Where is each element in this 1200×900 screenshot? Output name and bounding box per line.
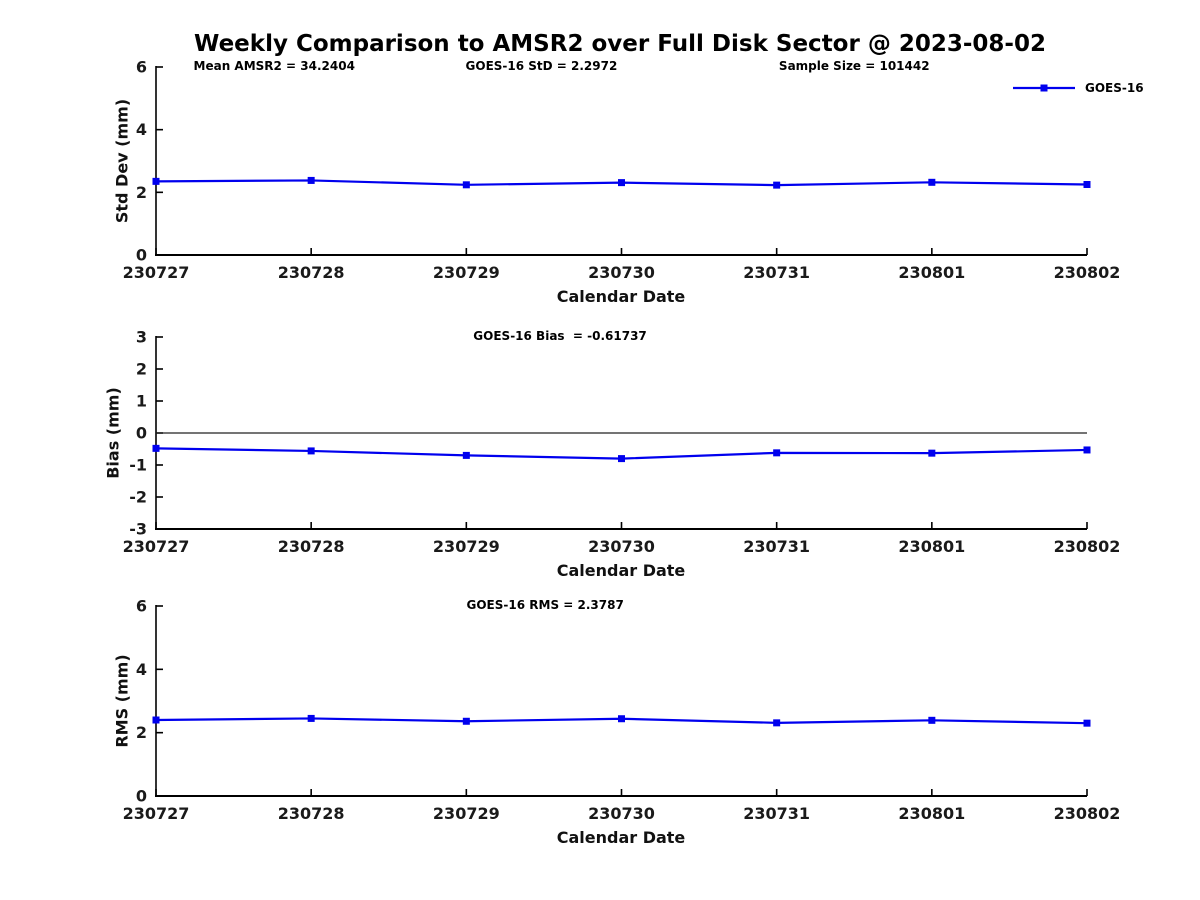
x-tick-label: 230729 [433, 804, 500, 823]
x-tick-label: 230730 [588, 537, 655, 556]
figure-title: Weekly Comparison to AMSR2 over Full Dis… [194, 31, 1046, 57]
x-tick-label: 230731 [743, 263, 810, 282]
y-tick-label: -2 [129, 488, 147, 507]
data-point-marker [152, 177, 160, 185]
xlabel-calendar-date-middle: Calendar Date [556, 561, 686, 580]
ylabel-std-dev: Std Dev (mm) [112, 98, 132, 224]
data-point-marker [618, 715, 625, 723]
data-point-marker [618, 179, 625, 187]
data-point-marker [152, 444, 160, 452]
legend: GOES-16 [1012, 81, 1144, 95]
y-tick-label: 1 [136, 392, 147, 411]
data-point-marker [1083, 181, 1091, 188]
x-tick-label: 230727 [123, 263, 190, 282]
data-point-marker [307, 447, 315, 455]
data-point-marker [462, 181, 470, 189]
y-tick-label: 6 [136, 58, 147, 77]
y-tick-label: 2 [136, 360, 147, 379]
x-tick-label: 230727 [123, 537, 190, 556]
y-tick-label: 0 [136, 787, 147, 806]
ylabel-bias: Bias (mm) [103, 387, 123, 479]
x-tick-label: 230802 [1054, 804, 1121, 823]
data-point-marker [928, 449, 936, 457]
data-point-marker [773, 719, 781, 727]
annotation-goes16-std: GOES-16 StD = 2.2972 [465, 59, 618, 73]
x-tick-label: 230731 [743, 804, 810, 823]
annotation-goes16-bias: GOES-16 Bias = -0.61737 [473, 329, 647, 343]
data-point-marker [928, 716, 936, 724]
x-tick-label: 230730 [588, 804, 655, 823]
xlabel-calendar-date-bottom: Calendar Date [556, 828, 686, 847]
y-tick-label: 4 [136, 120, 147, 139]
legend-entry-goes16: GOES-16 [1085, 81, 1144, 95]
annotation-goes16-rms: GOES-16 RMS = 2.3787 [466, 598, 624, 612]
legend-line-swatch [1013, 84, 1075, 92]
legend-square-marker-icon [1040, 84, 1048, 92]
data-point-marker [462, 451, 470, 459]
annotation-sample-size: Sample Size = 101442 [778, 59, 930, 73]
y-tick-label: 6 [136, 597, 147, 616]
data-point-marker [928, 178, 936, 186]
annotation-mean-amsr2: Mean AMSR2 = 34.2404 [193, 59, 355, 73]
ylabel-rms: RMS (mm) [112, 654, 132, 748]
y-tick-label: -1 [129, 456, 147, 475]
data-point-marker [462, 717, 470, 725]
data-point-marker [307, 714, 315, 722]
y-tick-label: 0 [136, 246, 147, 265]
x-tick-label: 230727 [123, 804, 190, 823]
data-point-marker [1083, 719, 1091, 727]
x-tick-label: 230801 [898, 537, 965, 556]
x-tick-label: 230730 [588, 263, 655, 282]
data-point-marker [773, 449, 781, 457]
y-tick-label: 2 [136, 183, 147, 202]
data-point-marker [152, 716, 160, 724]
data-point-marker [618, 455, 625, 463]
y-tick-label: 3 [136, 328, 147, 347]
x-tick-label: 230801 [898, 263, 965, 282]
data-point-marker [1083, 446, 1091, 454]
x-tick-label: 230728 [278, 537, 345, 556]
x-tick-label: 230801 [898, 804, 965, 823]
data-point-marker [307, 176, 315, 184]
y-tick-label: 2 [136, 723, 147, 742]
y-tick-label: 4 [136, 660, 147, 679]
data-point-marker [773, 181, 781, 189]
x-tick-label: 230731 [743, 537, 810, 556]
y-tick-label: 0 [136, 424, 147, 443]
xlabel-calendar-date-top: Calendar Date [556, 287, 686, 306]
y-tick-label: -3 [129, 520, 147, 539]
x-tick-label: 230728 [278, 804, 345, 823]
x-tick-label: 230729 [433, 537, 500, 556]
x-tick-label: 230802 [1054, 537, 1121, 556]
x-tick-label: 230802 [1054, 263, 1121, 282]
x-tick-label: 230728 [278, 263, 345, 282]
x-tick-label: 230729 [433, 263, 500, 282]
